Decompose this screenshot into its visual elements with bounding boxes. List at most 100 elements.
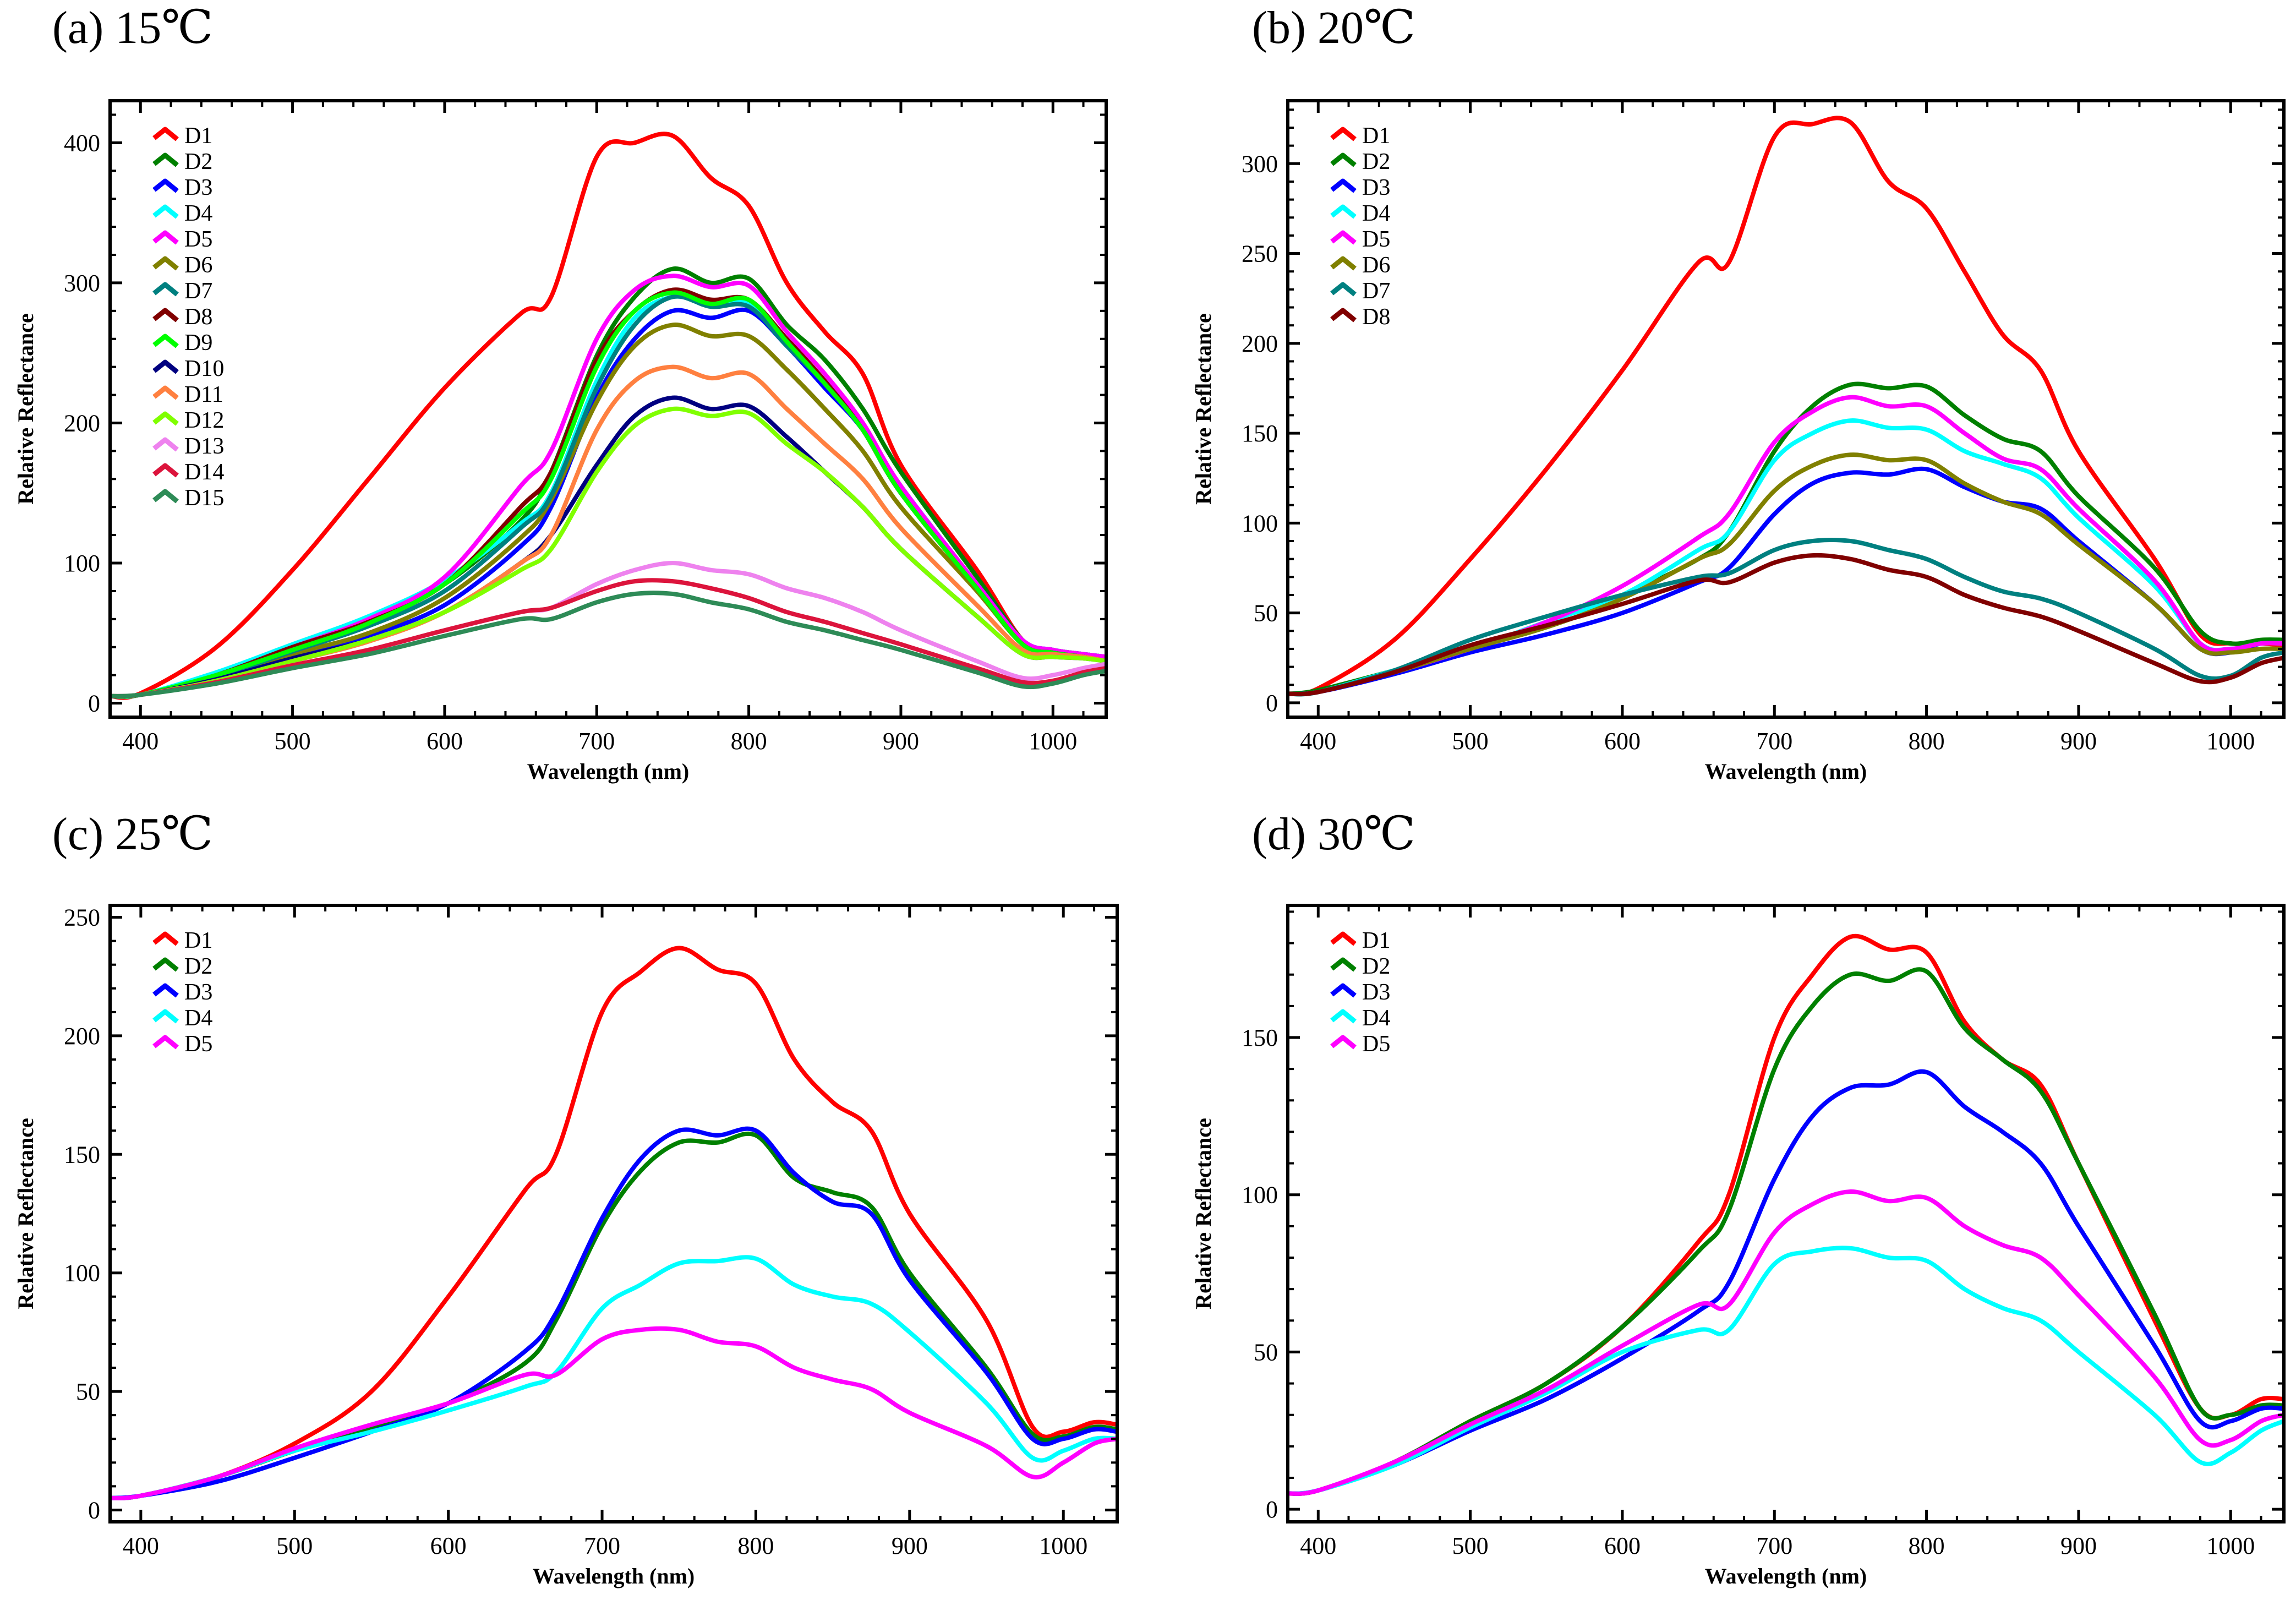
x-tick-label-500: 500 (276, 1532, 313, 1559)
y-tick-label-50: 50 (1254, 1339, 1278, 1366)
x-tick-label-500: 500 (275, 728, 311, 755)
y-tick-label-50: 50 (1254, 600, 1278, 627)
legend-swatch-d4 (1330, 204, 1357, 219)
series-line-d1 (110, 946, 1117, 1500)
legend-label-d3: D3 (1362, 175, 1390, 200)
series-line-d3 (1288, 1069, 2284, 1496)
series-line-d15 (110, 591, 1106, 698)
legend-swatch-d10 (152, 359, 179, 374)
legend-label-d2: D2 (184, 954, 212, 979)
y-tick-label-100: 100 (1242, 1182, 1278, 1209)
legend-swatch-d1 (1330, 127, 1357, 141)
panel-c-title: (c) 25℃ (52, 809, 214, 860)
panel-d: 400 500 600 700 800 900 1000 0 50 100 150 Wavelengt… (1191, 904, 2286, 1588)
panel-d-y-axis-title: Relative Reflectance (1191, 1118, 1216, 1309)
legend-swatch-d5 (152, 1035, 179, 1050)
panel-a-x-axis-title: Wavelength (nm) (527, 759, 689, 784)
legend-label-d3: D3 (1362, 980, 1390, 1005)
y-tick-label-250: 250 (1242, 241, 1278, 267)
legend-swatch-d8 (1330, 308, 1357, 323)
y-tick-label-0: 0 (88, 1497, 100, 1523)
x-tick-label-500: 500 (1452, 1532, 1489, 1559)
legend-swatch-d14 (152, 463, 179, 478)
legend-label-d6: D6 (184, 253, 212, 278)
legend-swatch-d3 (152, 178, 179, 193)
legend-swatch-d7 (152, 282, 179, 297)
legend-label-d5: D5 (184, 227, 212, 252)
legend-label-d7: D7 (184, 279, 212, 304)
x-tick-label-400: 400 (123, 1532, 159, 1559)
x-tick-label-700: 700 (584, 1532, 620, 1559)
legend-label-d14: D14 (184, 460, 224, 485)
y-tick-label-0: 0 (1266, 1496, 1278, 1523)
x-tick-label-400: 400 (1300, 1532, 1336, 1559)
series-line-d7 (1288, 538, 2284, 697)
y-tick-label-200: 200 (64, 1023, 100, 1050)
legend-swatch-d1 (152, 127, 179, 141)
series-line-d4 (110, 294, 1106, 700)
x-tick-label-500: 500 (1452, 728, 1489, 755)
panel-b: 400 500 600 700 800 900 1000 0 50 100 150 200 250 300… (1191, 99, 2286, 784)
legend-swatch-d12 (152, 411, 179, 426)
legend-label-d15: D15 (184, 485, 224, 511)
panel-d-plot-frame (1286, 904, 2286, 1523)
legend-swatch-d11 (152, 385, 179, 400)
x-tick-label-1000: 1000 (1029, 728, 1077, 755)
panel-a-plot-frame (108, 99, 1108, 719)
series-line-d3 (110, 1126, 1117, 1500)
x-tick-label-400: 400 (1300, 728, 1336, 755)
x-tick-label-1000: 1000 (1039, 1532, 1087, 1559)
legend-swatch-d2 (152, 957, 179, 972)
legend-label-d10: D10 (184, 356, 224, 381)
x-tick-label-800: 800 (1909, 1532, 1945, 1559)
panel-a: 400 500 600 700 800 900 1000 0 100 200 300 400 Wavel… (13, 99, 1108, 784)
x-tick-label-1000: 1000 (2206, 728, 2255, 755)
panel-c-series (110, 946, 1117, 1500)
legend-swatch-d3 (1330, 983, 1357, 998)
legend-swatch-d5 (1330, 230, 1357, 245)
y-tick-label-200: 200 (1242, 330, 1278, 357)
series-line-d8 (1288, 553, 2284, 697)
series-line-d9 (110, 290, 1106, 699)
legend-swatch-d3 (1330, 178, 1357, 193)
y-tick-label-100: 100 (64, 550, 100, 577)
series-line-d8 (110, 287, 1106, 699)
series-line-d4 (110, 1255, 1117, 1500)
x-tick-label-700: 700 (1756, 1532, 1792, 1559)
panel-d-x-axis-title: Wavelength (nm) (1705, 1564, 1867, 1588)
legend-swatch-d5 (152, 230, 179, 245)
panel-d-title: (d) 30℃ (1252, 809, 1415, 860)
y-tick-label-300: 300 (1242, 150, 1278, 177)
series-line-d1 (110, 132, 1106, 700)
legend-swatch-d6 (152, 256, 179, 271)
legend-label-d2: D2 (1362, 954, 1390, 979)
legend-label-d5: D5 (184, 1031, 212, 1057)
legend-label-d3: D3 (184, 980, 212, 1005)
panel-b-title: (b) 20℃ (1252, 2, 1415, 53)
series-line-d5 (110, 1326, 1117, 1500)
legend-swatch-d7 (1330, 282, 1357, 297)
legend-swatch-d2 (1330, 152, 1357, 167)
legend-swatch-d13 (152, 437, 179, 452)
legend-label-d1: D1 (184, 928, 212, 953)
legend-label-d9: D9 (184, 330, 212, 356)
legend-label-d5: D5 (1362, 1031, 1390, 1057)
legend-swatch-d4 (1330, 1009, 1357, 1024)
legend-label-d4: D4 (1362, 201, 1390, 226)
legend-label-d11: D11 (184, 382, 223, 407)
x-tick-label-900: 900 (2060, 1532, 2097, 1559)
panel-b-y-axis-title: Relative Reflectance (1191, 313, 1216, 505)
legend-label-d7: D7 (1362, 279, 1390, 304)
x-tick-label-800: 800 (731, 728, 767, 755)
series-line-d6 (110, 323, 1106, 699)
legend-label-d13: D13 (184, 434, 224, 459)
panel-c-x-axis-title: Wavelength (nm) (533, 1564, 695, 1588)
y-tick-label-100: 100 (1242, 510, 1278, 537)
legend-swatch-d5 (1330, 1035, 1357, 1050)
series-line-d12 (110, 406, 1106, 699)
series-line-d1 (1288, 116, 2284, 697)
